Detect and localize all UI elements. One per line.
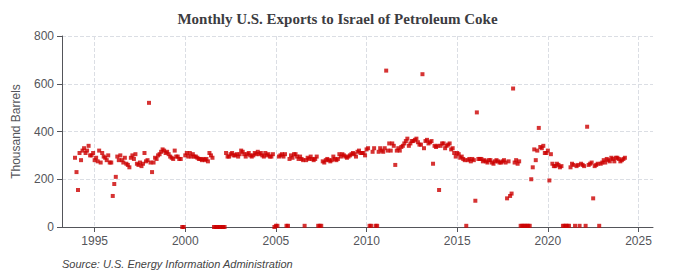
svg-text:0: 0 <box>47 220 54 234</box>
svg-text:1995: 1995 <box>81 234 108 248</box>
svg-text:800: 800 <box>34 29 54 43</box>
svg-text:2005: 2005 <box>263 234 290 248</box>
svg-text:2010: 2010 <box>353 234 380 248</box>
svg-text:200: 200 <box>34 172 54 186</box>
svg-text:2000: 2000 <box>172 234 199 248</box>
svg-text:Source: U.S. Energy Informatio: Source: U.S. Energy Information Administ… <box>62 258 293 270</box>
svg-text:2015: 2015 <box>444 234 471 248</box>
svg-text:Monthly U.S. Exports to Israel: Monthly U.S. Exports to Israel of Petrol… <box>177 11 497 27</box>
svg-text:400: 400 <box>34 125 54 139</box>
svg-text:Thousand Barrels: Thousand Barrels <box>9 84 23 179</box>
svg-text:2025: 2025 <box>625 234 652 248</box>
svg-text:600: 600 <box>34 77 54 91</box>
svg-text:2020: 2020 <box>535 234 562 248</box>
